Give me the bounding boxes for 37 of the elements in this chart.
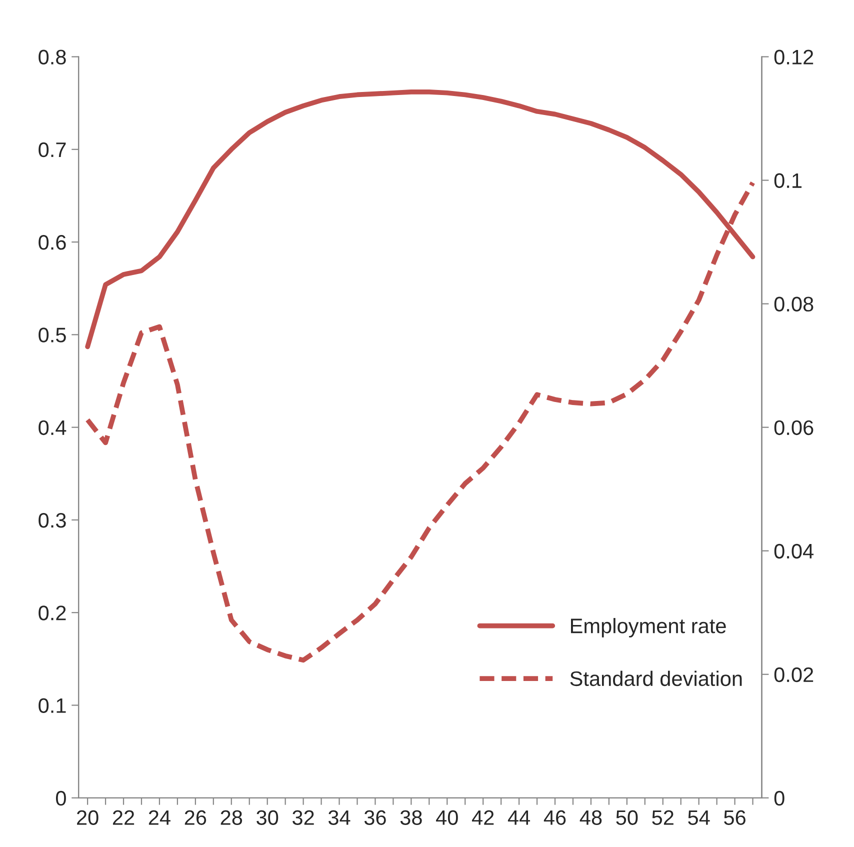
x-tick-label: 34	[328, 810, 350, 825]
x-tick-label: 40	[436, 810, 458, 825]
y2-tick-label: 0.02	[774, 667, 814, 682]
x-tick-label: 46	[544, 810, 566, 825]
y-tick-label: 0.7	[38, 142, 66, 158]
x-tick-label: 28	[220, 810, 242, 825]
x-tick-label: 20	[77, 810, 98, 825]
y-tick-label: 0.4	[38, 420, 66, 436]
x-tick-label: 54	[688, 810, 710, 825]
y2-tick-label: 0.1	[774, 173, 802, 188]
y-tick-label: 0.8	[38, 50, 66, 65]
y2-tick-label: 0	[774, 790, 784, 806]
y-tick-label: 0.2	[38, 606, 66, 620]
y2-tick-label: 0.04	[774, 544, 814, 559]
y2-tick-label: 0.12	[774, 50, 814, 65]
y-tick-label: 0	[56, 790, 66, 806]
x-tick-label: 26	[184, 810, 206, 825]
x-tick-label: 36	[364, 810, 386, 825]
legend-label: Standard deviation	[570, 670, 742, 686]
x-tick-label: 48	[580, 810, 602, 825]
x-tick-label: 30	[256, 810, 278, 825]
y-tick-label: 0.3	[38, 512, 66, 528]
y2-tick-label: 0.06	[774, 420, 814, 436]
y-tick-label: 0.1	[38, 698, 66, 713]
y-tick-label: 0.5	[38, 328, 66, 342]
x-tick-label: 32	[292, 810, 314, 825]
x-tick-label: 22	[112, 810, 134, 825]
x-tick-label: 52	[652, 810, 674, 825]
legend-label: Employment rate	[571, 618, 726, 638]
y-tick-label: 0.6	[38, 235, 66, 250]
x-tick-label: 42	[472, 810, 494, 825]
x-tick-label: 56	[724, 810, 746, 825]
y2-tick-label: 0.08	[774, 296, 814, 312]
x-tick-label: 44	[508, 810, 530, 825]
x-tick-label: 50	[616, 810, 638, 825]
x-tick-label: 24	[148, 810, 170, 825]
x-tick-label: 38	[400, 810, 422, 825]
